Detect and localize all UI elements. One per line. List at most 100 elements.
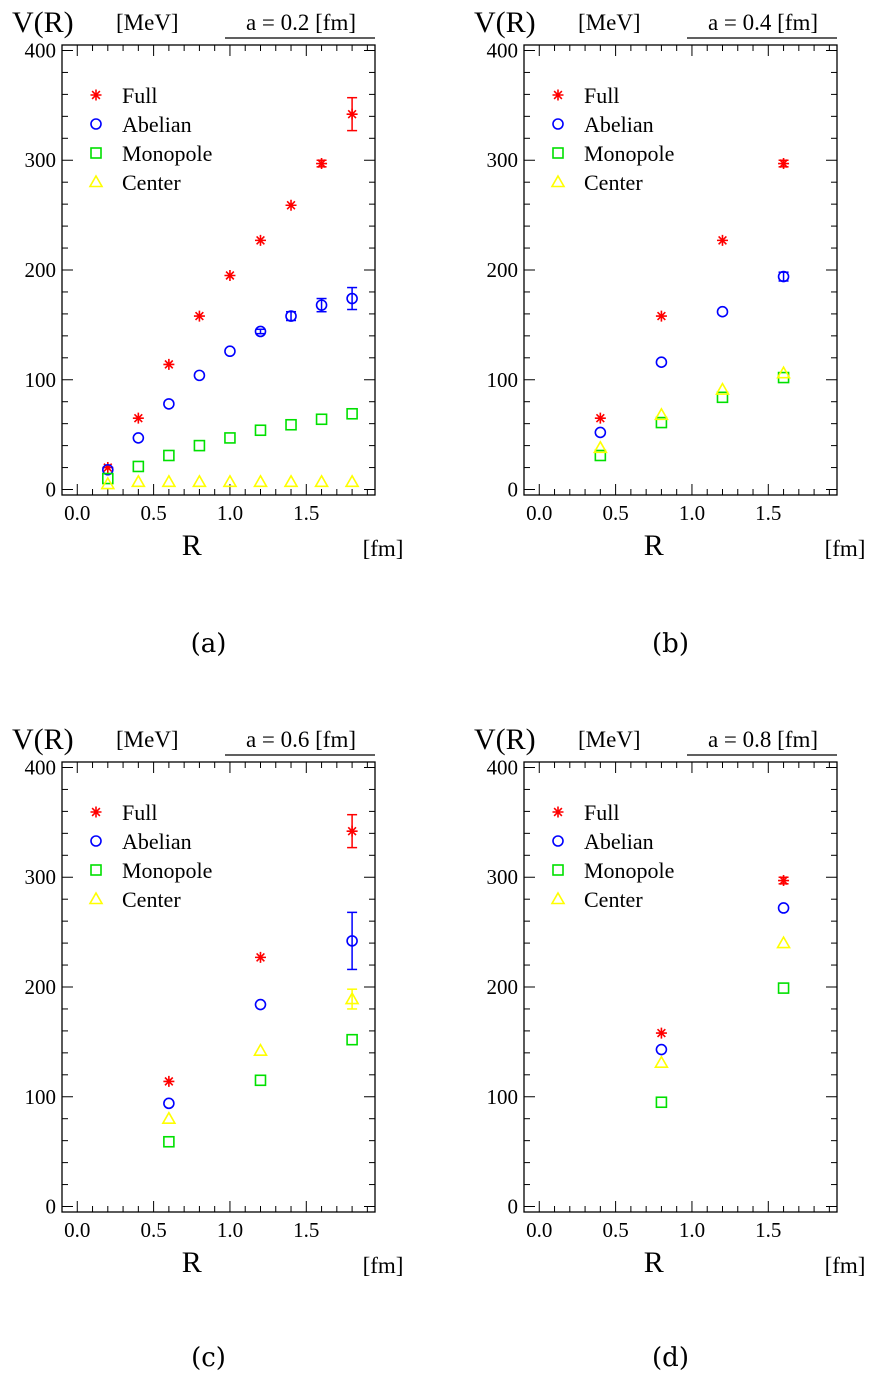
legend-marker-asterisk bbox=[90, 89, 102, 101]
data-point-center bbox=[253, 1043, 268, 1056]
data-point-full bbox=[655, 1027, 667, 1039]
data-point-full bbox=[594, 412, 606, 424]
data-point-full bbox=[163, 1075, 175, 1087]
legend-label: Monopole bbox=[122, 141, 212, 166]
legend-marker-asterisk bbox=[552, 89, 564, 101]
y-axis-title: V(R) bbox=[12, 6, 74, 39]
panel-caption: (a) bbox=[191, 629, 227, 659]
data-point-center bbox=[344, 474, 360, 488]
legend-marker-square bbox=[90, 864, 102, 876]
data-point-abelian bbox=[594, 426, 607, 439]
data-point-center bbox=[222, 474, 238, 488]
legend-marker-triangle bbox=[88, 891, 104, 905]
y-tick-label: 400 bbox=[25, 755, 57, 779]
x-axis-label: R bbox=[644, 529, 664, 562]
legend-label: Abelian bbox=[584, 112, 654, 137]
legend-marker-triangle bbox=[88, 174, 104, 188]
legend-marker-circle bbox=[90, 835, 102, 847]
data-point-abelian bbox=[346, 935, 358, 947]
y-axis-unit: [MeV] bbox=[116, 727, 179, 752]
data-point-full bbox=[102, 462, 114, 474]
plot-frame bbox=[523, 761, 838, 1213]
x-tick-label: 0.0 bbox=[526, 1218, 552, 1242]
legend-label: Full bbox=[122, 83, 157, 108]
data-point-full bbox=[163, 358, 175, 370]
data-point-abelian bbox=[346, 292, 358, 305]
data-point-abelian bbox=[163, 398, 175, 410]
data-point-full bbox=[132, 412, 144, 424]
data-point-monopole bbox=[193, 439, 206, 452]
data-point-monopole bbox=[163, 449, 175, 462]
data-point-monopole bbox=[102, 472, 114, 485]
legend-label: Center bbox=[122, 887, 181, 912]
legend-marker-circle bbox=[552, 835, 564, 847]
y-tick-label: 0 bbox=[46, 478, 57, 502]
data-point-full bbox=[316, 158, 328, 170]
y-tick-label: 100 bbox=[25, 1085, 57, 1109]
y-tick-label: 300 bbox=[487, 865, 519, 889]
legend-marker-triangle bbox=[550, 891, 566, 905]
x-tick-label: 1.0 bbox=[679, 1218, 705, 1242]
lattice-spacing-label: a = 0.2 [fm] bbox=[246, 10, 356, 35]
x-tick-label: 1.5 bbox=[755, 501, 781, 525]
legend-marker-square bbox=[552, 147, 564, 159]
y-axis-unit: [MeV] bbox=[578, 10, 641, 35]
legend-marker-asterisk bbox=[90, 806, 102, 818]
data-point-center bbox=[192, 474, 207, 488]
legend-label: Monopole bbox=[584, 141, 674, 166]
data-point-monopole bbox=[716, 391, 729, 404]
x-tick-label: 0.0 bbox=[526, 501, 552, 525]
data-point-monopole bbox=[163, 1135, 175, 1148]
data-point-center bbox=[654, 1055, 669, 1069]
legend-label: Full bbox=[584, 800, 619, 825]
panel-caption: (c) bbox=[191, 1343, 226, 1373]
x-axis-unit: [fm] bbox=[363, 1253, 404, 1278]
data-point-center bbox=[100, 476, 116, 490]
data-point-abelian bbox=[655, 1043, 668, 1056]
panel-caption: (d) bbox=[652, 1343, 689, 1373]
data-point-full bbox=[346, 108, 358, 120]
data-point-abelian bbox=[315, 299, 328, 311]
y-tick-label: 100 bbox=[487, 368, 519, 392]
data-point-center bbox=[161, 474, 177, 488]
y-tick-label: 400 bbox=[487, 755, 519, 779]
data-point-center bbox=[715, 382, 730, 395]
data-point-full bbox=[346, 825, 358, 837]
plot-frame bbox=[61, 44, 376, 496]
data-point-abelian bbox=[132, 432, 145, 444]
x-tick-label: 1.0 bbox=[217, 501, 243, 525]
data-point-abelian bbox=[254, 325, 267, 338]
data-point-center bbox=[344, 991, 360, 1005]
data-point-center bbox=[776, 935, 791, 949]
x-tick-label: 0.5 bbox=[602, 1218, 628, 1242]
y-tick-label: 300 bbox=[487, 148, 519, 172]
data-point-abelian bbox=[224, 345, 236, 358]
data-point-center bbox=[592, 440, 608, 454]
x-tick-label: 0.5 bbox=[140, 501, 166, 525]
legend-label: Abelian bbox=[122, 112, 192, 137]
legend-label: Center bbox=[122, 170, 181, 195]
x-tick-label: 1.0 bbox=[217, 1218, 243, 1242]
data-point-center bbox=[314, 474, 329, 488]
data-point-center bbox=[283, 474, 299, 488]
y-tick-label: 300 bbox=[25, 148, 57, 172]
x-axis-unit: [fm] bbox=[825, 536, 866, 561]
data-point-monopole bbox=[655, 416, 668, 429]
y-tick-label: 0 bbox=[508, 1195, 519, 1219]
legend-marker-circle bbox=[552, 118, 564, 130]
legend-marker-square bbox=[90, 147, 102, 159]
data-point-abelian bbox=[777, 270, 790, 283]
x-tick-label: 1.5 bbox=[293, 501, 319, 525]
legend-label: Monopole bbox=[122, 858, 212, 883]
y-axis-unit: [MeV] bbox=[116, 10, 179, 35]
x-tick-label: 0.0 bbox=[64, 1218, 90, 1242]
x-axis-label: R bbox=[644, 1246, 664, 1279]
data-point-full bbox=[224, 269, 236, 281]
data-point-abelian bbox=[777, 902, 790, 914]
lattice-spacing-label: a = 0.6 [fm] bbox=[246, 727, 356, 752]
legend-label: Center bbox=[584, 887, 643, 912]
y-tick-label: 100 bbox=[487, 1085, 519, 1109]
